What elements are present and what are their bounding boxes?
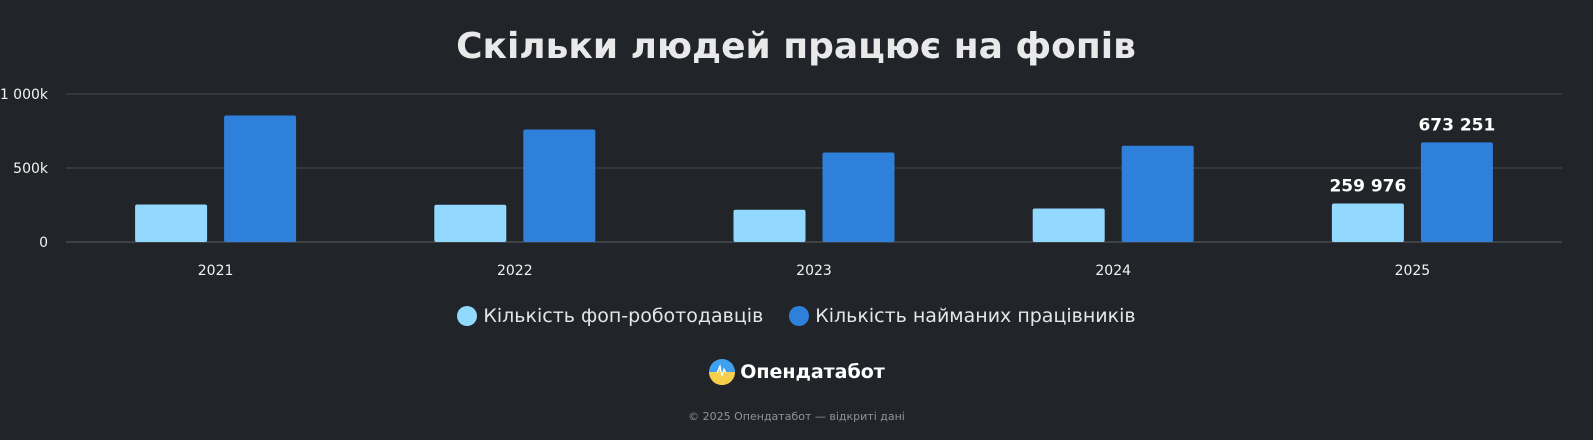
legend-label-employees: Кількість найманих працівників xyxy=(815,305,1136,327)
brand-name: Опендатабот xyxy=(740,361,885,383)
bar-2024-series-1[interactable] xyxy=(1121,145,1194,242)
y-tick-label: 1 000k xyxy=(0,87,49,103)
legend-item-employees[interactable]: Кількість найманих працівників xyxy=(789,305,1136,327)
bar-2022-series-1[interactable] xyxy=(523,129,596,242)
bar-2023-series-1[interactable] xyxy=(822,152,895,242)
y-tick-label: 0 xyxy=(39,235,48,251)
grid-lines xyxy=(66,93,1562,243)
legend: Кількість фоп-роботодавців Кількість най… xyxy=(0,305,1593,327)
bar-2025-series-0[interactable] xyxy=(1331,203,1404,242)
legend-label-employers: Кількість фоп-роботодавців xyxy=(483,305,764,327)
y-tick-label: 500k xyxy=(13,161,49,177)
footer-copyright: © 2025 Опендатабот — відкриті дані xyxy=(688,410,905,423)
legend-item-employers[interactable]: Кількість фоп-роботодавців xyxy=(457,305,763,327)
opendatabot-logo-icon xyxy=(709,359,736,385)
bar-2025-series-1[interactable] xyxy=(1420,142,1493,242)
bar-2021-series-0[interactable] xyxy=(135,204,208,242)
x-tick-label: 2021 xyxy=(198,263,234,279)
data-labels: 259 976 673 251 xyxy=(1329,115,1495,196)
bars xyxy=(135,115,1493,242)
x-tick-label: 2024 xyxy=(1095,263,1131,279)
legend-swatch-employees-icon xyxy=(789,306,810,326)
brand: Опендатабот xyxy=(0,358,1593,386)
chart-title: Скільки людей працює на фопів xyxy=(456,26,1136,67)
bar-2022-series-0[interactable] xyxy=(434,204,507,242)
legend-swatch-employers-icon xyxy=(457,306,478,326)
x-tick-label: 2022 xyxy=(497,263,533,279)
data-label: 259 976 xyxy=(1329,177,1406,197)
bar-2024-series-0[interactable] xyxy=(1032,208,1105,242)
y-axis-ticks: 0 500k 1 000k xyxy=(0,87,49,251)
bar-2021-series-1[interactable] xyxy=(224,115,297,242)
x-axis-ticks: 2021 2022 2023 2024 2025 xyxy=(198,263,1430,279)
data-label: 673 251 xyxy=(1418,115,1495,135)
x-tick-label: 2025 xyxy=(1395,263,1431,279)
x-tick-label: 2023 xyxy=(796,263,832,279)
bar-2023-series-0[interactable] xyxy=(733,209,806,242)
